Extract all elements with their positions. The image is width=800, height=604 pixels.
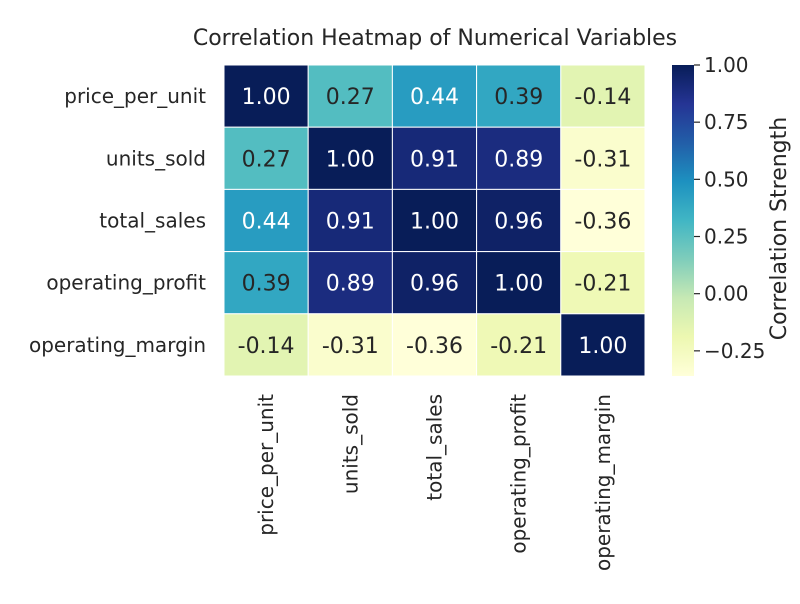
cell-value-label: 1.00 [242,85,291,110]
heatmap-cell [307,251,393,315]
cell-value-label: -0.31 [322,334,379,359]
heatmap-cell [391,64,478,128]
heatmap-cell [223,64,309,128]
column-label: units_sold [338,394,362,494]
colorbar-tick-label: 0.50 [704,167,749,191]
heatmap-cell [307,313,393,377]
colorbar-tick-label: 0.25 [704,225,749,249]
cell-value-label: 0.44 [242,210,291,235]
colorbar [672,65,694,376]
heatmap-cell [307,64,393,128]
column-labels: price_per_unit units_sold total_sales opera… [254,394,615,571]
colorbar-tick-label: 1.00 [704,53,749,77]
cell-value-label: -0.14 [238,334,295,359]
row-label: operating_margin [29,333,206,357]
cell-value-label: 0.91 [410,147,459,172]
row-label: units_sold [106,146,206,170]
cell-value-label: 0.39 [494,85,543,110]
colorbar-ticks: 1.00 0.75 0.50 0.25 0.00 −0.25 [694,53,765,363]
row-label: operating_profit [46,271,206,295]
cell-value-label: 0.96 [410,272,459,297]
heatmap-cell [223,313,309,377]
cell-value-label: 0.27 [242,147,291,172]
column-label: total_sales [423,394,447,501]
column-label: price_per_unit [254,394,278,536]
cell-value-label: 0.27 [326,85,375,110]
heatmap-cell [476,64,562,128]
colorbar-tick-label: −0.25 [704,339,765,363]
cell-value-label: -0.36 [574,210,631,235]
heatmap-cell [391,126,478,190]
heatmap-cell [476,251,562,315]
heatmap-cell [476,188,562,253]
heatmap-cell [560,188,646,253]
heatmap-cell [223,126,309,190]
cell-value-label: -0.31 [574,147,631,172]
row-labels: price_per_unit units_sold total_salesopera… [29,84,206,357]
cell-value-label: 0.44 [410,85,459,110]
cell-value-label: -0.21 [574,272,631,297]
heatmap-cell [560,313,646,377]
cell-value-label: 0.96 [494,210,543,235]
colorbar-tick-label: 0.00 [704,282,749,306]
cell-value-label: 1.00 [494,272,543,297]
cell-value-label: 1.00 [326,147,375,172]
cell-value-label: -0.21 [490,334,547,359]
heatmap-cells: 1.00 0.27 0.44 0.39 -0.14 0.27 1.00 0.91 0.89 -0.… [223,64,646,377]
heatmap-cell [307,188,393,253]
heatmap-cell [391,251,478,315]
cell-value-label: 0.89 [326,272,375,297]
cell-value-label: 0.89 [494,147,543,172]
heatmap-cell [560,251,646,315]
colorbar-label: Correlation Strength [767,117,792,340]
heatmap-cell [560,126,646,190]
cell-value-label: 1.00 [578,334,627,359]
colorbar-tick-label: 0.75 [704,110,749,134]
column-label: operating_profit [507,394,531,554]
chart-title: Correlation Heatmap of Numerical Variabl… [193,26,677,51]
cell-value-label: 0.39 [242,272,291,297]
cell-value-label: 1.00 [410,210,459,235]
row-label: total_sales [99,209,206,233]
row-label: price_per_unit [64,84,206,108]
cell-value-label: -0.36 [406,334,463,359]
heatmap-cell [391,313,478,377]
cell-value-label: 0.91 [326,210,375,235]
heatmap-cell [223,251,309,315]
cell-value-label: -0.14 [574,85,631,110]
column-label: operating_margin [591,394,615,571]
